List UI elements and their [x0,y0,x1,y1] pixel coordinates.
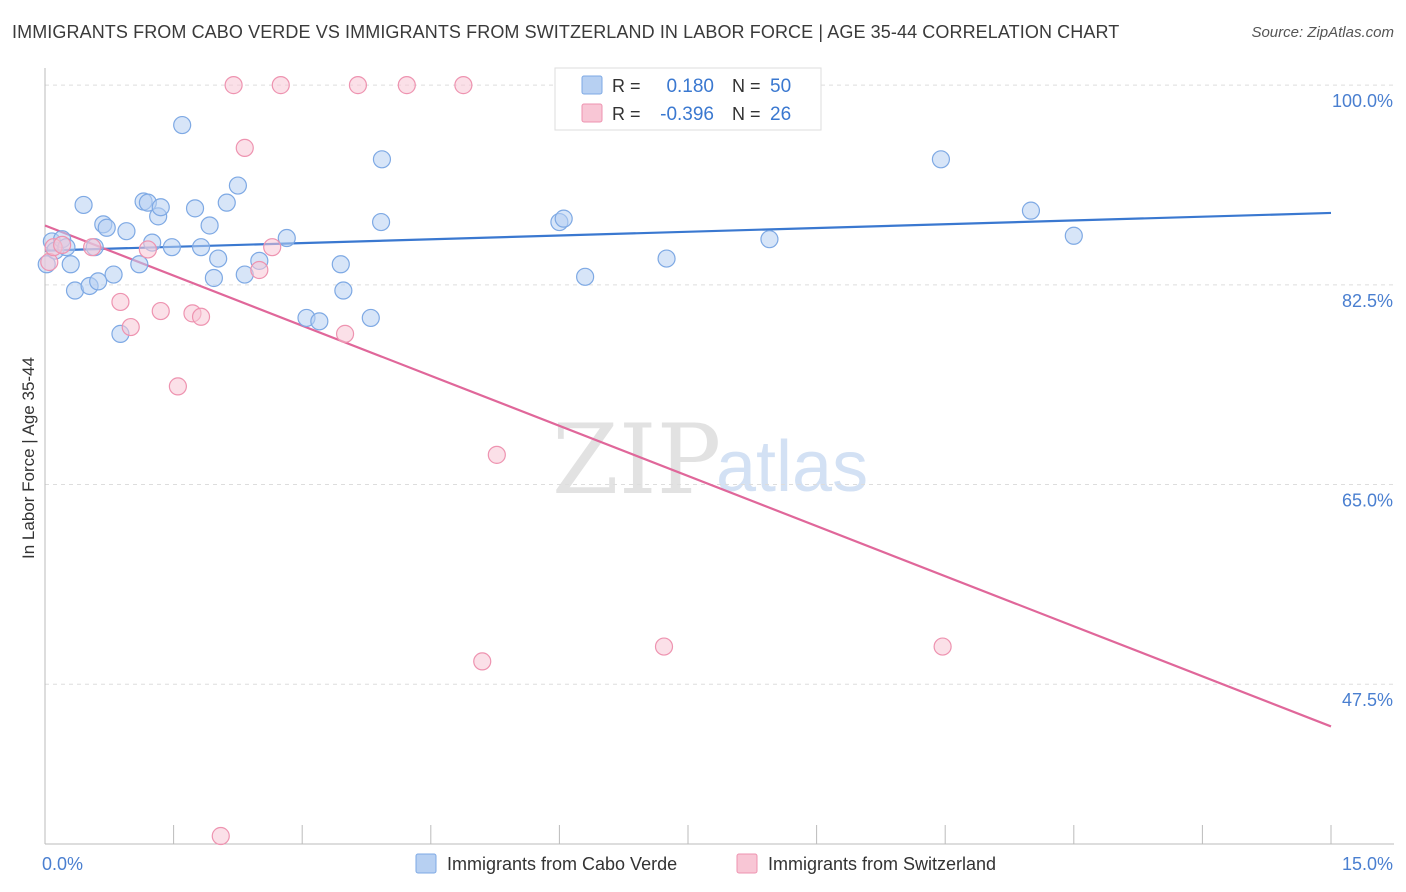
point-cabo-verde [1064,226,1083,245]
point-switzerland [224,76,243,95]
stats-n-value-pink: 26 [770,104,791,125]
trend-line-cabo-verde [44,211,1332,252]
legend-swatch-switzerland[interactable] [736,853,758,874]
point-cabo-verde [200,216,219,235]
source-credit: Source: ZipAtlas.com [1251,24,1394,41]
x-tick-label-max: 15.0% [1342,854,1393,874]
point-cabo-verde [931,150,951,169]
stats-r-label-blue: R = [612,76,641,96]
point-switzerland [454,76,473,95]
point-cabo-verde [162,238,181,257]
point-switzerland [348,76,368,95]
y-tick-labels: 47.5% 65.0% 82.5% 100.0% [1332,91,1393,710]
point-switzerland [121,317,140,337]
point-switzerland [235,138,254,157]
point-cabo-verde [310,312,329,331]
y-tick-label: 100.0% [1332,91,1393,111]
data-points [37,76,1083,846]
point-switzerland [250,260,269,280]
stats-r-label-pink: R = [612,104,641,124]
point-cabo-verde [372,150,392,169]
point-cabo-verde [130,255,149,274]
point-cabo-verde [371,212,391,232]
point-switzerland [263,238,282,257]
point-cabo-verde [554,209,573,228]
point-switzerland [473,652,492,671]
point-cabo-verde [151,198,170,217]
point-cabo-verde [104,265,123,284]
x-tick-label-min: 0.0% [42,854,83,874]
chart-title: IMMIGRANTS FROM CABO VERDE VS IMMIGRANTS… [12,22,1120,42]
watermark-atlas: atlas [716,427,868,507]
point-cabo-verde [61,255,80,274]
point-cabo-verde [334,281,353,300]
trend-lines [44,211,1332,728]
stats-legend: R = 0.180 N = 50 R = -0.396 N = 26 [554,67,822,131]
point-switzerland [111,292,130,312]
point-cabo-verde [185,199,205,218]
axes [44,68,1394,845]
legend-label-switzerland[interactable]: Immigrants from Switzerland [768,854,996,874]
series-legend: Immigrants from Cabo Verde Immigrants fr… [415,853,996,874]
stats-legend-swatch-blue [581,75,603,95]
point-cabo-verde [209,249,228,268]
y-tick-label: 82.5% [1342,291,1393,311]
watermark-zip: ZIP [552,404,721,516]
point-switzerland [933,637,952,656]
x-tick-labels: 0.0% 15.0% [42,854,1393,874]
point-switzerland [168,377,187,396]
stats-legend-swatch-pink [581,103,603,123]
point-cabo-verde [331,255,350,274]
y-axis-label: In Labor Force | Age 35-44 [19,357,38,559]
legend-swatch-cabo-verde[interactable] [415,853,437,874]
point-cabo-verde [760,230,779,249]
point-cabo-verde [277,228,296,248]
point-cabo-verde [657,249,676,268]
point-switzerland [191,307,211,326]
y-tick-label: 65.0% [1342,491,1393,511]
stats-r-value-blue: 0.180 [666,76,714,97]
point-switzerland [138,240,157,259]
point-cabo-verde [173,115,192,135]
point-switzerland [211,826,230,846]
gridlines [45,84,1394,685]
point-switzerland [654,637,674,656]
point-switzerland [397,76,416,95]
point-switzerland [271,76,290,95]
point-switzerland [53,235,72,254]
point-cabo-verde [204,268,223,288]
point-switzerland [83,238,102,257]
point-switzerland [151,301,170,321]
trend-line-switzerland [44,224,1332,728]
point-cabo-verde [361,308,380,328]
legend-label-cabo-verde[interactable]: Immigrants from Cabo Verde [447,854,677,874]
point-cabo-verde [228,176,247,195]
point-cabo-verde [217,193,236,212]
stats-n-label-blue: N = [732,76,761,96]
stats-n-value-blue: 50 [770,76,791,97]
point-switzerland [487,445,506,464]
point-cabo-verde [191,238,211,257]
point-cabo-verde [89,272,108,291]
point-cabo-verde [74,195,93,215]
stats-n-label-pink: N = [732,104,761,124]
point-cabo-verde [117,222,136,241]
stats-r-value-pink: -0.396 [660,104,714,125]
point-cabo-verde [1021,201,1041,220]
point-cabo-verde [97,218,116,237]
y-tick-label: 47.5% [1342,690,1393,710]
point-cabo-verde [576,267,595,286]
point-switzerland [335,324,355,343]
